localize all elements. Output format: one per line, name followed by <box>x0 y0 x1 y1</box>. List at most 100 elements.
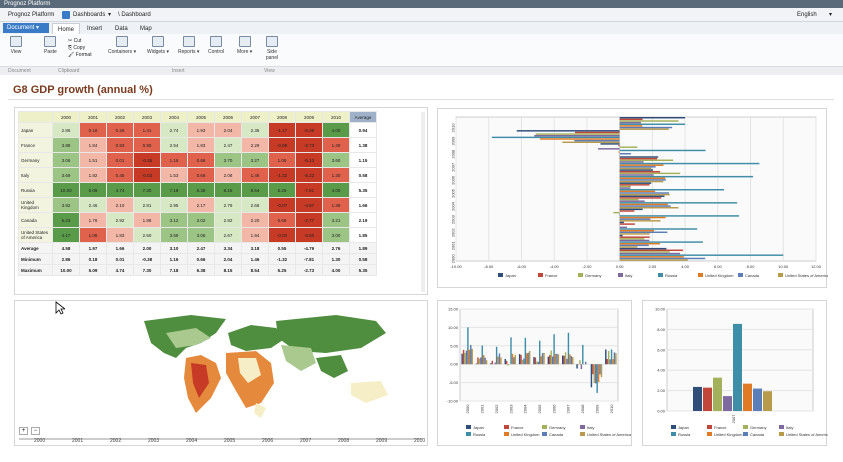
average-header[interactable]: Average <box>349 111 377 123</box>
tab-map[interactable]: Map <box>140 26 152 32</box>
tab-insert[interactable]: Insert <box>87 26 103 32</box>
chart-bar[interactable] <box>528 350 531 365</box>
gdp-cell[interactable]: 2.67 <box>214 227 242 243</box>
chart-bar[interactable] <box>619 243 660 245</box>
gdp-cell[interactable]: 2.29 <box>241 137 269 153</box>
year-header[interactable]: 2005 <box>187 111 215 123</box>
format-button[interactable]: 🖌 Format <box>68 52 92 58</box>
gdp-cell[interactable]: 4.00 <box>322 122 350 138</box>
chart-bar[interactable] <box>619 238 645 240</box>
gdp-cell[interactable]: 3.06 <box>187 227 215 243</box>
gdp-cell[interactable]: 1.16 <box>160 152 188 168</box>
chart-bar[interactable] <box>619 172 681 175</box>
chart-bar[interactable] <box>597 364 600 383</box>
chart-bar[interactable] <box>619 198 639 201</box>
chart-bar[interactable] <box>564 352 567 365</box>
chart-bar[interactable] <box>606 359 608 365</box>
gdp-cell[interactable]: 2.50 <box>133 227 161 243</box>
chart-bar[interactable] <box>490 363 492 365</box>
chart-bar[interactable] <box>619 221 624 224</box>
chart-bar[interactable] <box>580 364 583 370</box>
breadcrumb-dashboards[interactable]: Dashboards <box>73 12 106 18</box>
country-label[interactable]: Canada <box>18 212 53 228</box>
chart-bar[interactable] <box>619 193 670 196</box>
zoom-in-button[interactable]: + <box>19 427 28 435</box>
average-cell[interactable]: 1.15 <box>349 152 377 168</box>
chart-bar[interactable] <box>619 192 670 194</box>
gdp-cell[interactable]: 2.08 <box>214 167 242 183</box>
gdp-cell[interactable]: 0.68 <box>187 152 215 168</box>
country-label[interactable]: France <box>18 137 53 153</box>
chart-bar[interactable] <box>619 236 650 238</box>
chart-bar[interactable] <box>516 130 620 132</box>
chart-bar[interactable] <box>595 364 597 384</box>
chart-bar[interactable] <box>619 177 666 180</box>
average-cell[interactable]: 1.38 <box>349 137 377 153</box>
chart-bar[interactable] <box>471 348 473 365</box>
chart-bar[interactable] <box>619 164 664 166</box>
chart-bar[interactable] <box>618 151 620 153</box>
gdp-cell[interactable]: 1.08 <box>268 152 296 168</box>
chart-bar[interactable] <box>619 246 638 248</box>
map-australia[interactable] <box>351 381 388 403</box>
gdp-cell[interactable]: 2.86 <box>52 122 80 138</box>
chart-bar[interactable] <box>518 354 521 365</box>
tab-home[interactable]: Home <box>52 23 81 34</box>
country-label[interactable]: Japan <box>18 122 53 138</box>
chart-bar[interactable] <box>477 357 479 365</box>
chart-bar[interactable] <box>619 167 652 170</box>
gdp-cell[interactable]: 3.21 <box>322 212 350 228</box>
chart-bar[interactable] <box>514 355 517 365</box>
chart-bar[interactable] <box>504 359 506 365</box>
chart-bar[interactable] <box>485 360 488 365</box>
gdp-cell[interactable]: 1.40 <box>322 137 350 153</box>
chart-bar[interactable] <box>579 360 581 365</box>
world-map[interactable] <box>16 303 426 429</box>
gdp-cell[interactable]: 2.47 <box>214 137 242 153</box>
gdp-cell[interactable]: 2.17 <box>187 197 215 213</box>
gdp-cell[interactable]: -2.77 <box>295 212 323 228</box>
gdp-cell[interactable]: 8.54 <box>241 182 269 198</box>
zoom-out-button[interactable]: − <box>31 427 40 435</box>
chart-bar[interactable] <box>547 356 550 365</box>
chart-bar[interactable] <box>619 126 673 129</box>
gdp-cell[interactable]: 2.04 <box>214 122 242 138</box>
gdp-cell[interactable]: 0.45 <box>106 167 134 183</box>
gdp-cell[interactable]: -0.08 <box>268 137 296 153</box>
chart-bar[interactable] <box>475 363 478 365</box>
map-sahara[interactable] <box>238 358 261 383</box>
widgets-button[interactable]: Widgets ▾ <box>147 36 169 55</box>
timeline-year[interactable]: 2004 <box>186 438 198 444</box>
timeline-year[interactable]: 2002 <box>110 438 122 444</box>
chart-bar[interactable] <box>619 259 688 261</box>
year-header[interactable]: 2004 <box>160 111 188 123</box>
view-button[interactable]: View <box>10 36 22 55</box>
chart-bar[interactable] <box>619 162 760 165</box>
gdp-cell[interactable]: 1.84 <box>79 137 107 153</box>
chart-bar[interactable] <box>554 353 557 365</box>
gdp-cell[interactable]: -1.17 <box>268 122 296 138</box>
chart-bar[interactable] <box>513 357 515 365</box>
chart-bar[interactable] <box>478 358 481 365</box>
chart-bar[interactable] <box>619 241 703 243</box>
chart-bar[interactable] <box>470 344 472 365</box>
chart-bar[interactable] <box>619 252 681 255</box>
gdp-cell[interactable]: 3.06 <box>52 152 80 168</box>
chart-bar[interactable] <box>609 359 611 365</box>
chart-bar[interactable] <box>619 128 669 130</box>
chart-bar[interactable] <box>543 352 545 365</box>
chart-bar[interactable] <box>511 353 514 365</box>
chart-bar[interactable] <box>491 360 494 365</box>
chart-bar[interactable] <box>619 215 740 217</box>
timeline-year[interactable]: 2001 <box>72 438 84 444</box>
chart-bar[interactable] <box>619 190 656 193</box>
gdp-cell[interactable]: -2.73 <box>295 137 323 153</box>
chart-bar[interactable] <box>619 166 656 168</box>
reports-button[interactable]: Reports ▾ <box>178 36 199 55</box>
chart-bar[interactable] <box>619 210 635 212</box>
chart-bar[interactable] <box>619 229 654 232</box>
gdp-cell[interactable]: 1.41 <box>133 122 161 138</box>
gdp-cell[interactable]: 1.94 <box>241 227 269 243</box>
gdp-cell[interactable]: -0.38 <box>133 152 161 168</box>
chart-bar[interactable] <box>600 143 620 145</box>
